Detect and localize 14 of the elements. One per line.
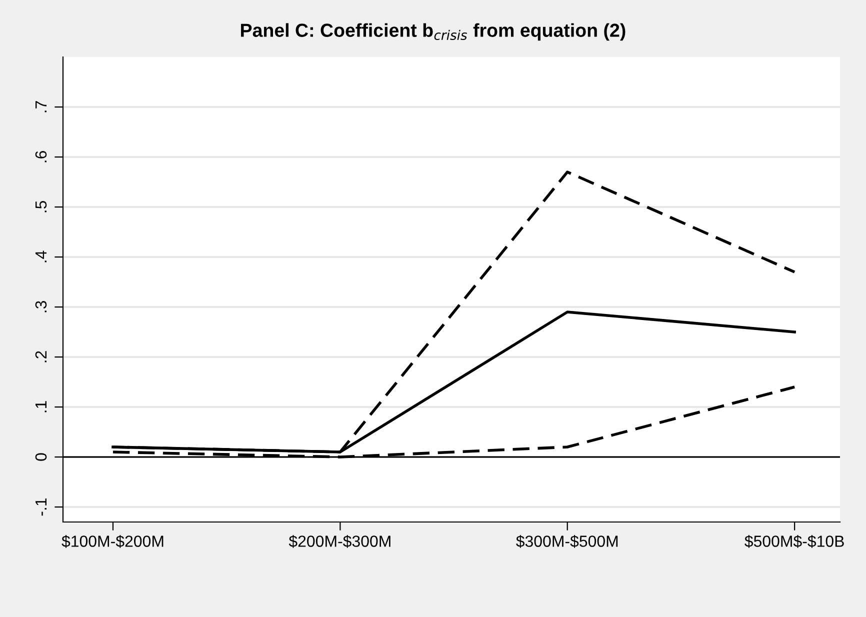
y-tick-label: .5 <box>36 201 47 212</box>
y-tick-label: -.1 <box>36 498 46 516</box>
y-tick-label: .2 <box>35 351 46 362</box>
x-tick-label: $100M-$200M <box>62 534 164 548</box>
y-tick-label: .7 <box>36 101 46 112</box>
y-tick-label: .6 <box>35 151 47 162</box>
y-tick-label: .3 <box>35 301 47 312</box>
x-tick-label: $500M$-$10B <box>744 534 844 548</box>
x-tick-label: $200M-$300M <box>288 534 390 548</box>
x-tick-label: $300M-$500M <box>516 534 618 548</box>
chart-title: Panel C: Coefficient b$_{crisis}$ from equation (2) <box>241 23 626 41</box>
y-tick-label: .1 <box>36 401 46 412</box>
y-tick-label: 0 <box>35 453 47 461</box>
y-tick-label: .4 <box>36 250 46 262</box>
